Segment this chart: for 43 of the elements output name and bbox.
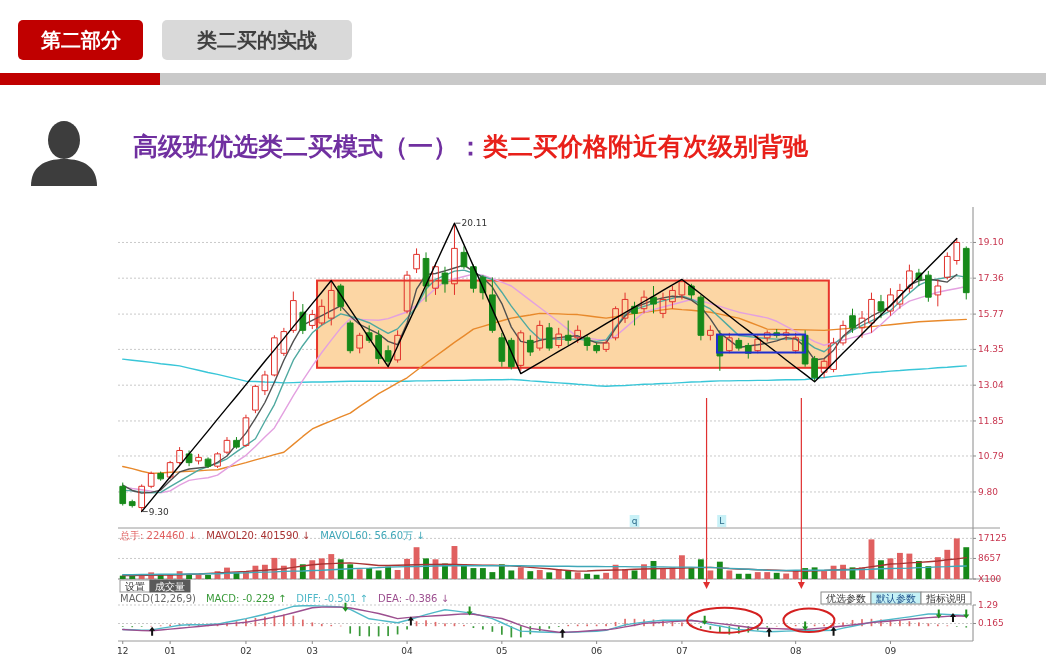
y-tick-label: 19.10 [978,237,1005,248]
annotation: L [719,516,725,526]
y-tick-label: 10.79 [978,450,1005,461]
y-tick-label: 0.165 [978,618,1004,629]
text: 高级班优选类二买模式（一）： [133,131,483,161]
y-tick-label: X100 [978,574,1002,584]
x-tick-label: 12 [117,646,129,656]
y-tick-label: 17.36 [978,273,1005,284]
series-label: DEA: -0.386 ↓ [378,592,450,604]
x-tick-label: 09 [884,646,897,656]
y-tick-label: 9.80 [978,486,999,497]
y-tick-label: 17125 [978,533,1007,544]
annotation: 9.30 [148,506,170,517]
y-tick-label: 1.29 [978,600,999,610]
annotation: q [631,516,638,526]
x-tick-label: 03 [306,646,319,656]
series-label: DIFF: -0.501 ↑ [296,592,368,604]
text: 总手: 224460 ↓ [119,529,197,541]
text: 类二买的实战 [196,28,317,52]
x-tick-label: 04 [401,646,414,656]
x-tick-label: 05 [496,646,508,656]
x-tick-label: 07 [676,646,688,656]
text: MAVOL60: 56.60万 ↓ [320,529,425,541]
series-label: MACD: -0.229 ↑ [205,592,287,604]
y-tick-label: 14.35 [978,344,1004,355]
y-tick-label: 15.77 [978,309,1004,320]
x-tick-label: 06 [590,646,603,656]
annotation: 20.11 [461,218,488,229]
y-tick-label: 13.04 [978,380,1005,391]
text: 类二买价格附近有次级别背驰 [482,131,809,161]
text: 指标说明 [925,592,966,604]
text: 成交量 [155,580,185,592]
chart-title: MACD(12,26,9) [120,592,197,604]
text: 默认参数 [875,592,916,604]
text: MAVOL20: 401590 ↓ [206,529,311,541]
text: 第二部分 [39,28,122,52]
y-tick-label: 8657 [978,553,1001,564]
x-tick-label: 08 [789,646,802,656]
text: 设置 [125,580,145,592]
x-tick-label: 01 [164,646,176,656]
x-tick-label: 02 [240,646,252,656]
text: 优选参数 [826,592,866,604]
y-tick-label: 11.85 [978,415,1004,426]
